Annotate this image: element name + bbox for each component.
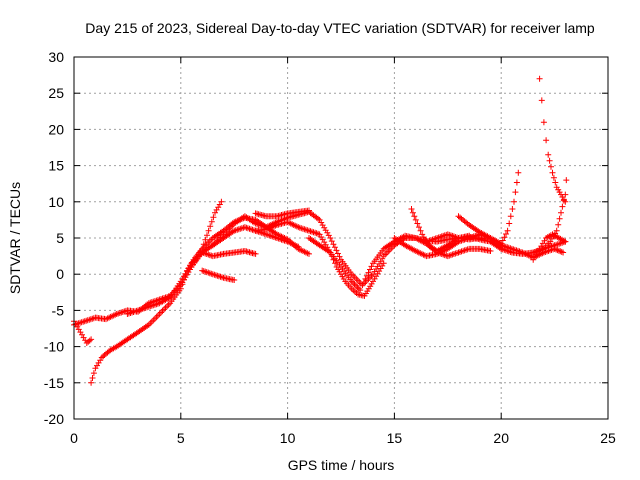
data-point-markers [536,75,569,205]
y-tick-label: 0 [56,266,64,282]
series-satellite-track-18 [530,231,569,263]
series-satellite-track-15 [455,213,567,261]
x-tick-label: 15 [387,430,403,446]
data-point-markers [408,206,473,254]
y-axis-label: SDTVAR / TECUs [7,182,23,294]
series-satellite-track-3 [88,198,225,386]
chart-title: Day 215 of 2023, Sidereal Day-to-day VTE… [85,20,595,36]
data-point-markers [252,219,387,299]
data-point-markers [455,213,567,261]
y-tick-label: 5 [56,230,64,246]
x-axis-tick-labels: 0 5 10 15 20 25 [70,430,616,446]
series-satellite-track-8 [252,219,387,299]
y-tick-label: 10 [48,194,64,210]
y-tick-label: 20 [48,121,64,137]
x-tick-label: 20 [493,430,509,446]
x-tick-label: 0 [70,430,78,446]
data-point-markers [199,267,238,283]
data-point-markers [252,207,312,220]
y-tick-label: 30 [48,49,64,65]
data-point-markers [530,231,569,263]
y-tick-label: 25 [48,85,64,101]
series-satellite-track-9 [252,207,312,220]
series-satellite-track-4 [124,248,259,317]
y-tick-label: -10 [44,339,64,355]
data-marks [71,75,570,386]
y-tick-label: 15 [48,158,64,174]
axis-ticks [73,56,609,420]
x-tick-label: 10 [280,430,296,446]
series-satellite-track-6 [199,267,238,283]
x-tick-label: 25 [600,430,616,446]
series-satellite-track-13 [408,206,473,254]
x-axis-label: GPS time / hours [288,457,395,473]
y-axis-tick-labels: -20 -15 -10 -5 0 5 10 15 20 25 30 [44,49,64,427]
y-tick-label: -20 [44,411,64,427]
y-tick-label: -15 [44,375,64,391]
data-point-markers [124,248,259,317]
data-point-markers [306,235,364,294]
series-satellite-track-10 [306,235,364,294]
data-point-markers [88,198,225,386]
x-tick-label: 5 [177,430,185,446]
grid-layer [74,57,608,419]
y-tick-label: -5 [52,302,65,318]
series-satellite-track-16 [536,75,569,205]
